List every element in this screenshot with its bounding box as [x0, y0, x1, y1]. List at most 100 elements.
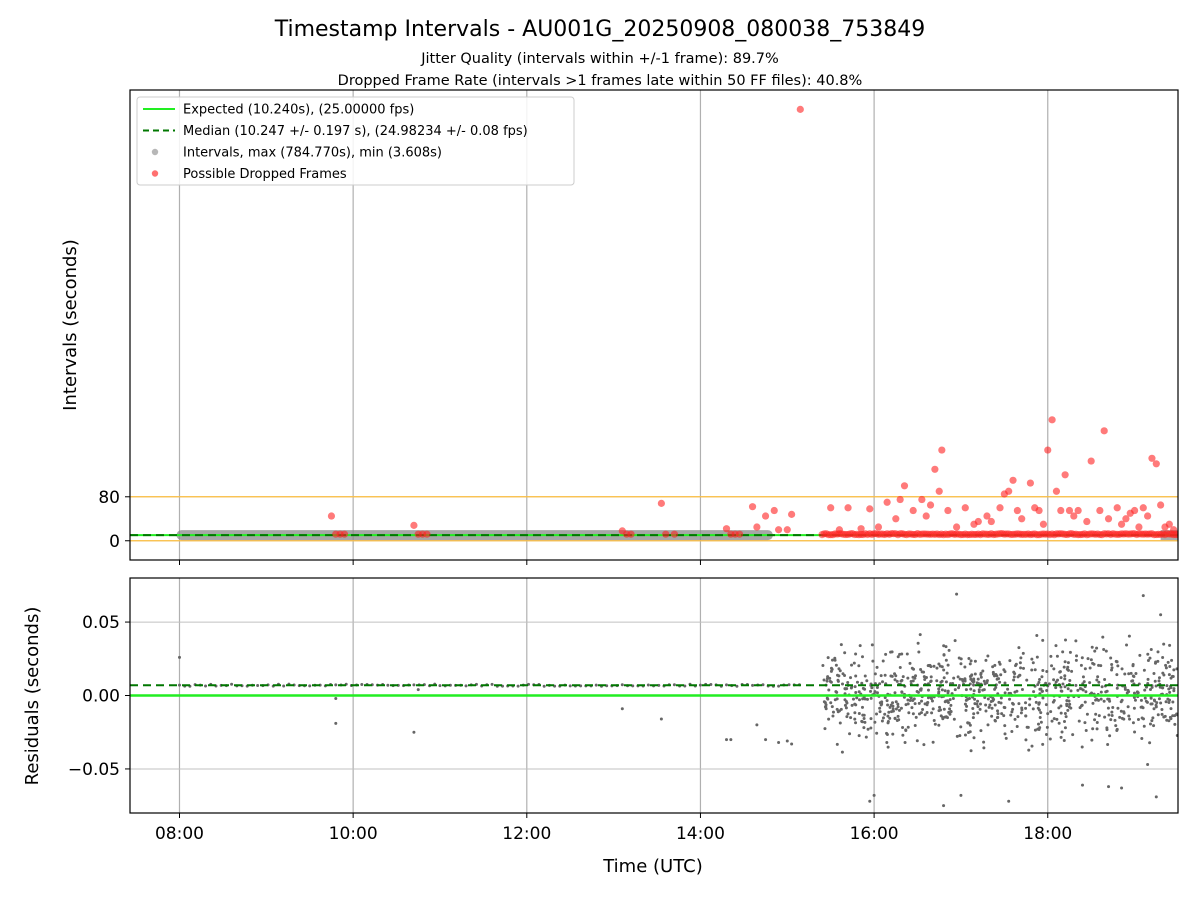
residual-point: [919, 668, 923, 672]
residual-point: [1078, 706, 1082, 710]
residual-point: [1008, 659, 1012, 663]
residual-point: [836, 673, 840, 677]
residual-point: [921, 708, 925, 712]
residual-point: [1172, 668, 1176, 672]
residual-point: [386, 683, 390, 687]
residual-point: [1148, 722, 1152, 726]
residual-point: [1107, 785, 1111, 789]
residual-point: [1099, 690, 1103, 694]
residual-point: [1058, 670, 1062, 674]
residual-point: [893, 716, 897, 720]
dropped-frame-point: [866, 505, 874, 513]
residual-point: [1123, 672, 1127, 676]
residual-point: [1114, 724, 1118, 728]
residual-point: [826, 656, 830, 660]
residual-point: [906, 676, 910, 680]
residual-point: [1106, 742, 1110, 746]
residual-point: [968, 662, 972, 666]
residual-point: [1166, 660, 1170, 664]
residual-point: [1078, 687, 1082, 691]
dropped-frame-point: [892, 515, 900, 523]
residual-point: [1010, 710, 1014, 714]
residual-point: [833, 658, 837, 662]
x-tick-label: 14:00: [676, 824, 725, 844]
dropped-frame-point: [1039, 520, 1048, 528]
residual-point: [1168, 664, 1172, 668]
residual-point: [942, 668, 946, 672]
residual-point: [1110, 710, 1114, 714]
residual-point: [875, 665, 879, 669]
residual-point: [923, 677, 927, 681]
residual-point: [1024, 738, 1028, 742]
dropped-frame-point: [1100, 427, 1108, 435]
residual-point: [840, 682, 844, 686]
residual-point: [995, 674, 999, 678]
residual-point: [1052, 667, 1056, 671]
residual-point: [888, 705, 892, 709]
residual-point: [1150, 719, 1154, 723]
residual-point: [964, 688, 968, 692]
residual-point: [1018, 673, 1022, 677]
residual-point: [1097, 714, 1101, 718]
residual-point: [937, 662, 941, 666]
x-tick-label: 12:00: [502, 824, 551, 844]
residual-point: [1019, 711, 1023, 715]
dropped-frame-point: [722, 525, 731, 533]
residual-point: [973, 697, 977, 701]
dropped-frame-point: [1122, 515, 1130, 523]
residual-point: [1093, 649, 1097, 653]
residual-point: [901, 675, 905, 679]
residual-point: [824, 703, 828, 707]
residual-point: [1096, 675, 1100, 679]
residual-point: [908, 698, 912, 702]
residual-point: [1101, 635, 1105, 639]
residual-point: [1038, 716, 1042, 720]
residual-point: [1154, 660, 1158, 664]
residual-point: [957, 683, 961, 687]
residual-point: [873, 720, 877, 724]
residual-point: [1069, 689, 1073, 693]
residual-point: [1038, 678, 1042, 682]
dropped-frame-point: [1144, 512, 1152, 520]
residual-point: [1059, 676, 1063, 680]
residual-point: [914, 715, 918, 719]
residual-point: [1168, 643, 1172, 647]
residual-point: [932, 719, 936, 723]
residual-point: [1015, 689, 1019, 693]
dropped-frame-point: [1170, 526, 1178, 534]
residual-point: [878, 706, 882, 710]
residual-point: [1063, 685, 1067, 689]
residual-point: [885, 699, 889, 703]
residual-point: [1172, 689, 1176, 693]
dropped-frame-point: [996, 504, 1004, 512]
residual-point: [1136, 718, 1140, 722]
residual-point: [1021, 666, 1025, 670]
residual-point: [1126, 705, 1130, 709]
residual-point: [978, 707, 982, 711]
residual-point: [1074, 658, 1078, 662]
dropped-frame-point: [410, 521, 418, 529]
residual-point: [917, 650, 921, 654]
residual-point: [683, 684, 687, 688]
residual-point: [865, 679, 869, 683]
residual-point: [990, 706, 994, 710]
residual-point: [1039, 711, 1043, 715]
residual-point: [1088, 681, 1092, 685]
residual-point: [897, 708, 901, 712]
residual-point: [912, 697, 916, 701]
residual-point: [971, 716, 975, 720]
residual-point: [886, 714, 890, 718]
residual-point: [854, 652, 858, 656]
residual-point: [1122, 710, 1126, 714]
residual-point: [963, 702, 967, 706]
residual-point: [755, 723, 759, 727]
residual-point: [1068, 678, 1072, 682]
residual-point: [957, 686, 961, 690]
residual-point: [831, 714, 835, 718]
residual-point: [1139, 698, 1143, 702]
residual-point: [1095, 727, 1099, 731]
residual-point: [949, 703, 953, 707]
residual-point: [777, 741, 781, 744]
residual-point: [963, 665, 967, 669]
residual-point: [862, 717, 866, 721]
